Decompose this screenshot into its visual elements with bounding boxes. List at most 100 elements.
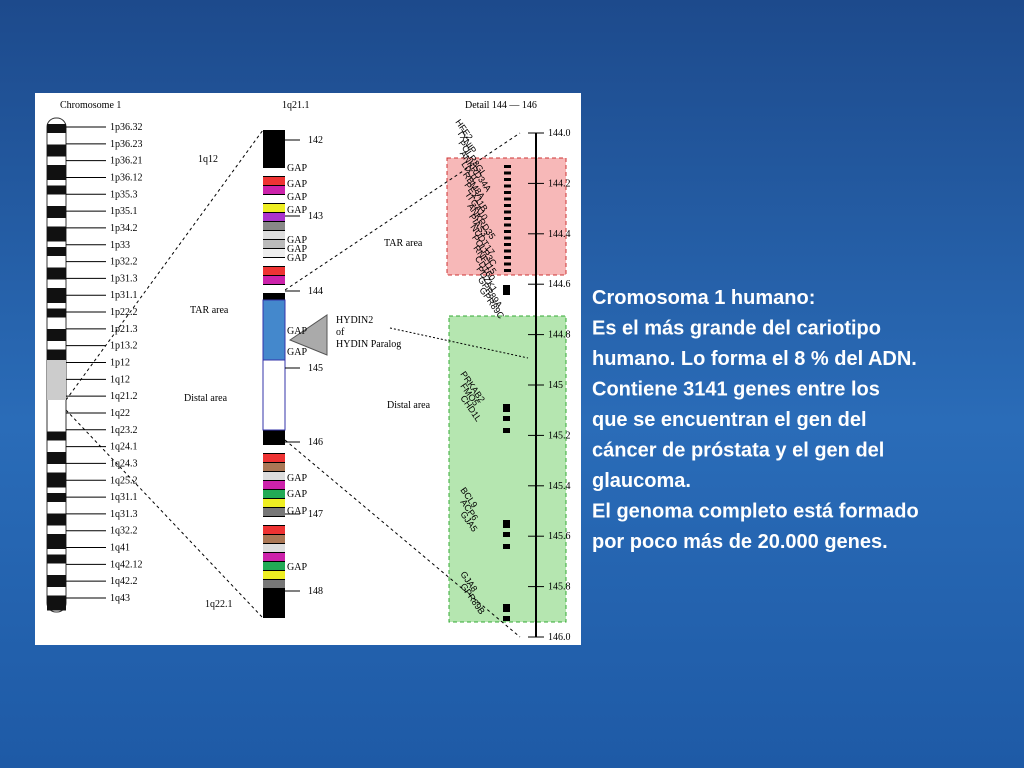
band-label: 1p22.2 [110, 307, 138, 318]
segment [263, 499, 285, 507]
gene-mark [504, 256, 511, 259]
segment [263, 535, 285, 543]
gap-label: GAP [287, 506, 307, 517]
band-label: 1p35.1 [110, 206, 138, 217]
band-label: 1p36.12 [110, 172, 143, 183]
segment [263, 553, 285, 561]
band-label: 1q24.1 [110, 442, 138, 453]
band-label: 1p32.2 [110, 257, 138, 268]
band-label: 1p31.3 [110, 273, 138, 284]
band-label: 1p35.3 [110, 189, 138, 200]
gene-mark [503, 520, 510, 528]
band-label: 1q31.1 [110, 492, 138, 503]
segment [263, 231, 285, 239]
slide-text: Es el más grande del cariotipo [592, 318, 881, 340]
axis-label: 144.8 [548, 330, 571, 341]
coord-label: 142 [308, 135, 323, 146]
middle-tar: TAR area [190, 305, 229, 316]
slide-text: El genoma completo está formado [592, 501, 919, 523]
band [47, 288, 66, 303]
segment [263, 526, 285, 534]
centromere [47, 360, 66, 400]
segment [263, 213, 285, 221]
segment [263, 177, 285, 185]
gene-mark [504, 236, 511, 240]
segment [263, 445, 285, 453]
right-distal: Distal area [387, 400, 431, 411]
gene-mark [503, 285, 510, 295]
band [47, 165, 66, 180]
segment [263, 481, 285, 489]
middle-top: 1q12 [198, 154, 218, 165]
band [47, 554, 66, 564]
band [47, 493, 66, 502]
band-label: 1q22 [110, 408, 130, 419]
band-label: 1q21.2 [110, 391, 138, 402]
slide-text: glaucoma. [592, 470, 691, 492]
band-label: 1q43 [110, 593, 130, 604]
axis-label: 145.6 [548, 531, 571, 542]
middle-distal: Distal area [184, 393, 228, 404]
gene-mark [504, 262, 511, 266]
band [47, 124, 66, 133]
band-label: 1p36.32 [110, 122, 143, 133]
gene-mark [504, 191, 511, 194]
segment [263, 186, 285, 194]
gene-mark [504, 204, 511, 207]
gap-label: GAP [287, 179, 307, 190]
segment [263, 249, 285, 257]
segment [263, 562, 285, 570]
gene-mark [503, 404, 510, 412]
gene-mark [503, 532, 510, 537]
segment [263, 508, 285, 516]
segment [263, 571, 285, 579]
middle-title: 1q21.1 [282, 100, 310, 111]
segment [263, 195, 285, 203]
paralog-label: HYDIN Paralog [336, 339, 401, 350]
coord-label: 148 [308, 586, 323, 597]
gap-label: GAP [287, 473, 307, 484]
axis-label: 146.0 [548, 632, 571, 643]
band [47, 226, 66, 242]
band [47, 267, 66, 280]
paralog-wedge [288, 314, 328, 356]
band [47, 472, 66, 488]
band-label: 1q42.2 [110, 576, 138, 587]
gap-label: GAP [287, 562, 307, 573]
band-label: 1p36.21 [110, 156, 143, 167]
segment [263, 472, 285, 480]
band [47, 595, 66, 611]
left-title: Chromosome 1 [60, 100, 121, 111]
segment [263, 517, 285, 525]
segment [263, 580, 285, 588]
gene-mark [504, 165, 511, 168]
gap-label: GAP [287, 205, 307, 216]
segment [263, 544, 285, 552]
band-label: 1p33 [110, 240, 130, 251]
gene-mark [504, 249, 511, 253]
coord-label: 143 [308, 211, 323, 222]
axis-label: 144.6 [548, 279, 571, 290]
gap-label: GAP [287, 489, 307, 500]
axis-label: 144.2 [548, 178, 571, 189]
gene-mark [504, 223, 511, 227]
segment [263, 490, 285, 498]
right-title: Detail 144 — 146 [465, 100, 537, 111]
band-label: 1p36.23 [110, 139, 143, 150]
slide-text: que se encuentran el gen del [592, 409, 867, 431]
paralog-arrow [389, 327, 529, 359]
band-label: 1q31.3 [110, 509, 138, 520]
gene-mark [504, 178, 511, 181]
slide-text: Cromosoma 1 humano: [592, 287, 815, 309]
gene-mark [503, 428, 510, 433]
band [47, 575, 66, 587]
gap-label: GAP [287, 253, 307, 264]
segment [263, 168, 285, 176]
band-label: 1p13.2 [110, 341, 138, 352]
slide-text: humano. Lo forma el 8 % del ADN. [592, 348, 917, 370]
axis-label: 145.4 [548, 481, 571, 492]
axis-label: 144.4 [548, 229, 571, 240]
band [47, 185, 66, 195]
coord-label: 146 [308, 437, 323, 448]
segment [263, 454, 285, 462]
